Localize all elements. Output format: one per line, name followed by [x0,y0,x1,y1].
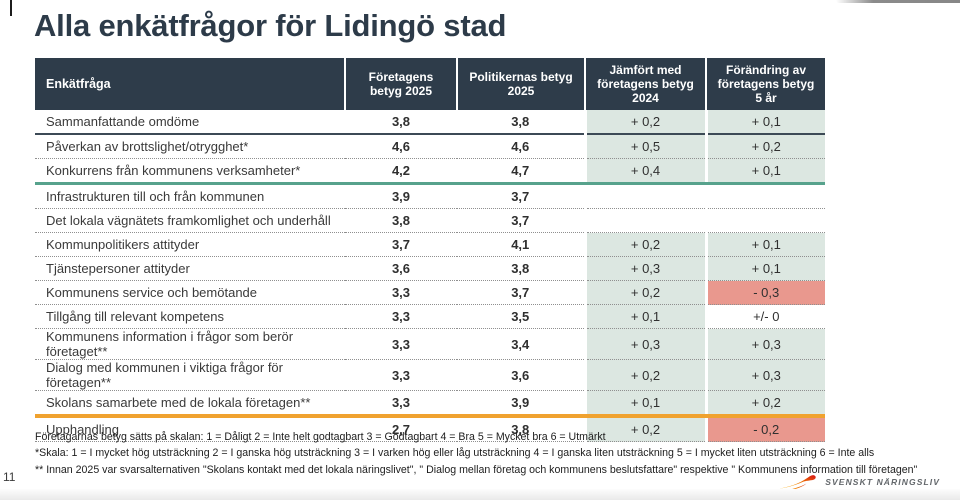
question-cell: Dialog med kommunen i viktiga frågor för… [35,359,345,391]
column-header-change-5yr: Förändring av företagens betyg 5 år [705,58,825,110]
table-row: Infrastrukturen till och från kommunen 3,… [35,183,825,209]
change-5yr-cell: +/- 0 [704,304,825,329]
change-5yr-cell: + 0,1 [704,232,825,257]
header-row: Enkätfråga Företagens betyg 2025 Politik… [35,58,825,110]
question-cell: Kommunens service och bemötande [35,280,345,305]
politician-rating-cell: 3,8 [457,416,585,442]
table-row: Kommunens information i frågor som berör… [35,328,825,360]
table-row: Kommunpolitikers attityder 3,7 4,1 + 0,2 + 0… [35,232,825,257]
vs-2024-cell: + 0,2 [583,416,706,442]
page-title: Alla enkätfrågor för Lidingö stad [34,8,507,43]
flame-icon [779,475,816,491]
vs-2024-cell: + 0,2 [583,359,706,391]
politician-rating-cell: 4,1 [457,232,585,257]
page-number: 11 [3,470,16,484]
company-rating-cell: 4,2 [345,158,457,185]
logo-text: SVENSKT NÄRINGSLIV [825,477,940,487]
company-rating-cell: 2,7 [345,416,457,442]
question-cell: Upphandling [35,416,345,442]
slide-bottom-edge [0,489,960,500]
vs-2024-cell: + 0,1 [583,390,706,418]
question-cell: Skolans samarbete med de lokala företage… [35,390,345,418]
question-cell: Kommunens information i frågor som berör… [35,328,345,360]
vs-2024-cell [583,183,706,209]
table-header: Enkätfråga Företagens betyg 2025 Politik… [35,58,825,110]
footnote-scale-star: *Skala: 1 = I mycket hög utsträckning 2 … [35,447,875,460]
change-5yr-cell [704,208,825,233]
question-cell: Det lokala vägnätets framkomlighet och u… [35,208,345,233]
politician-rating-cell: 3,8 [457,110,585,135]
politician-rating-cell: 4,6 [457,134,585,159]
table-row: Skolans samarbete med de lokala företage… [35,390,825,418]
company-rating-cell: 3,9 [345,183,457,209]
question-cell: Tillgång till relevant kompetens [35,304,345,329]
change-5yr-cell: + 0,1 [704,256,825,281]
table-row: Konkurrens från kommunens verksamheter* 4… [35,158,825,185]
svenskt-naringsliv-logo: SVENSKT NÄRINGSLIV [779,473,940,491]
table-row: Det lokala vägnätets framkomlighet och u… [35,208,825,233]
politician-rating-cell: 3,7 [457,208,585,233]
change-5yr-cell: + 0,3 [704,328,825,360]
table-row: Upphandling 2,7 3,8 + 0,2- 0,2 [35,416,825,442]
footnote-scale: Företagarnas betyg sätts på skalan: 1 = … [35,431,606,443]
vs-2024-cell: + 0,2 [583,280,706,305]
politician-rating-cell: 3,8 [457,256,585,281]
survey-results-table: Enkätfråga Företagens betyg 2025 Politik… [35,58,825,442]
question-cell: Sammanfattande omdöme [35,110,345,135]
table-row: Tjänstepersoner attityder 3,6 3,8 + 0,3 + 0,… [35,256,825,281]
table-row: Dialog med kommunen i viktiga frågor för… [35,359,825,391]
vs-2024-cell: + 0,3 [583,256,706,281]
footnotes: Företagarnas betyg sätts på skalan: 1 = … [35,429,951,478]
column-header-vs-company-rating-2024: Jämfört med företagens betyg 2024 [584,58,706,110]
vs-2024-cell: + 0,2 [583,232,706,257]
company-rating-cell: 3,3 [345,304,457,329]
company-rating-cell: 3,3 [345,359,457,391]
column-header-question: Enkätfråga [35,58,345,110]
change-5yr-cell: - 0,2 [704,416,825,442]
change-5yr-cell: + 0,1 [704,110,825,135]
politician-rating-cell: 3,7 [457,183,585,209]
question-cell: Tjänstepersoner attityder [35,256,345,281]
change-5yr-cell: + 0,3 [704,359,825,391]
politician-rating-cell: 3,9 [457,390,585,418]
question-cell: Kommunpolitikers attityder [35,232,345,257]
change-5yr-cell: + 0,2 [704,134,825,159]
vs-2024-cell: + 0,5 [583,134,706,159]
company-rating-cell: 3,8 [345,110,457,135]
question-cell: Infrastrukturen till och från kommunen [35,183,345,209]
window-edge-line [836,0,960,3]
company-rating-cell: 3,3 [345,390,457,418]
politician-rating-cell: 4,7 [457,158,585,185]
vs-2024-cell: + 0,3 [583,328,706,360]
table-row: Kommunens service och bemötande 3,3 3,7 + 0… [35,280,825,305]
change-5yr-cell [704,183,825,209]
change-5yr-cell: + 0,1 [704,158,825,185]
politician-rating-cell: 3,5 [457,304,585,329]
table-row: Tillgång till relevant kompetens 3,3 3,5 + … [35,304,825,329]
page-edge-mark [10,0,12,16]
company-rating-cell: 4,6 [345,134,457,159]
company-rating-cell: 3,7 [345,232,457,257]
company-rating-cell: 3,8 [345,208,457,233]
table-row: Sammanfattande omdöme 3,8 3,8 + 0,2 + 0,1 [35,110,825,135]
company-rating-cell: 3,3 [345,280,457,305]
table-row: Påverkan av brottslighet/otrygghet* 4,6 4,… [35,134,825,159]
change-5yr-cell: + 0,2 [704,390,825,418]
change-5yr-cell: - 0,3 [704,280,825,305]
company-rating-cell: 3,6 [345,256,457,281]
column-header-company-rating-2025: Företagens betyg 2025 [344,58,457,110]
politician-rating-cell: 3,4 [457,328,585,360]
vs-2024-cell: + 0,2 [583,110,706,135]
footnote-renamed: ** Innan 2025 var svarsalternativen "Sko… [35,463,918,476]
vs-2024-cell: + 0,1 [583,304,706,329]
vs-2024-cell [583,208,706,233]
column-header-politician-rating-2025: Politikernas betyg 2025 [456,58,585,110]
question-cell: Påverkan av brottslighet/otrygghet* [35,134,345,159]
company-rating-cell: 3,3 [345,328,457,360]
politician-rating-cell: 3,6 [457,359,585,391]
table-body: Sammanfattande omdöme 3,8 3,8 + 0,2 + 0,1 Påv… [35,110,825,442]
politician-rating-cell: 3,7 [457,280,585,305]
question-cell: Konkurrens från kommunens verksamheter* [35,158,345,185]
vs-2024-cell: + 0,4 [583,158,706,185]
